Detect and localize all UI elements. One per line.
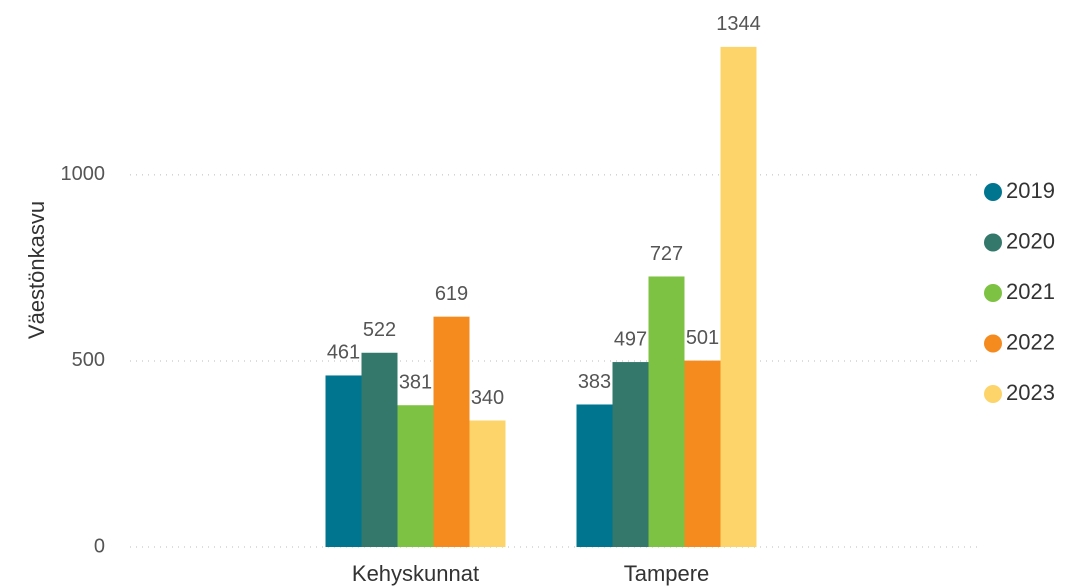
value-label: 522	[363, 319, 396, 341]
y-tick-label: 0	[94, 535, 105, 557]
legend-marker	[984, 233, 1002, 252]
bar	[648, 276, 685, 547]
value-label: 619	[435, 283, 468, 305]
bar	[397, 405, 434, 547]
bar	[361, 352, 398, 547]
value-label: 381	[399, 372, 432, 394]
bar	[684, 360, 721, 547]
legend-label: 2020	[1006, 228, 1055, 253]
legend-label: 2019	[1006, 178, 1055, 203]
bar	[433, 316, 470, 547]
legend-label: 2023	[1006, 380, 1055, 405]
bar	[720, 46, 757, 548]
value-label: 1344	[716, 13, 761, 35]
y-tick-label: 500	[72, 349, 105, 371]
legend-marker	[984, 284, 1002, 302]
legend-marker	[984, 385, 1002, 403]
value-label: 727	[650, 243, 683, 265]
legend-label: 2021	[1006, 279, 1055, 304]
bar	[612, 362, 649, 547]
value-label: 383	[578, 371, 611, 393]
value-label: 497	[614, 328, 647, 350]
value-label: 340	[471, 387, 504, 409]
y-tick-label: 1000	[61, 163, 106, 185]
legend-marker	[984, 183, 1002, 201]
legend-label: 2022	[1006, 329, 1055, 354]
value-label: 461	[327, 342, 360, 364]
x-tick-label: Tampere	[624, 561, 710, 586]
value-label: 501	[686, 327, 719, 349]
legend-marker	[984, 334, 1002, 353]
bar	[325, 375, 362, 547]
x-tick-label: Kehyskunnat	[352, 561, 479, 586]
bar	[469, 420, 506, 547]
bar	[576, 404, 613, 547]
y-axis-title: Väestönkasvu	[24, 201, 49, 339]
